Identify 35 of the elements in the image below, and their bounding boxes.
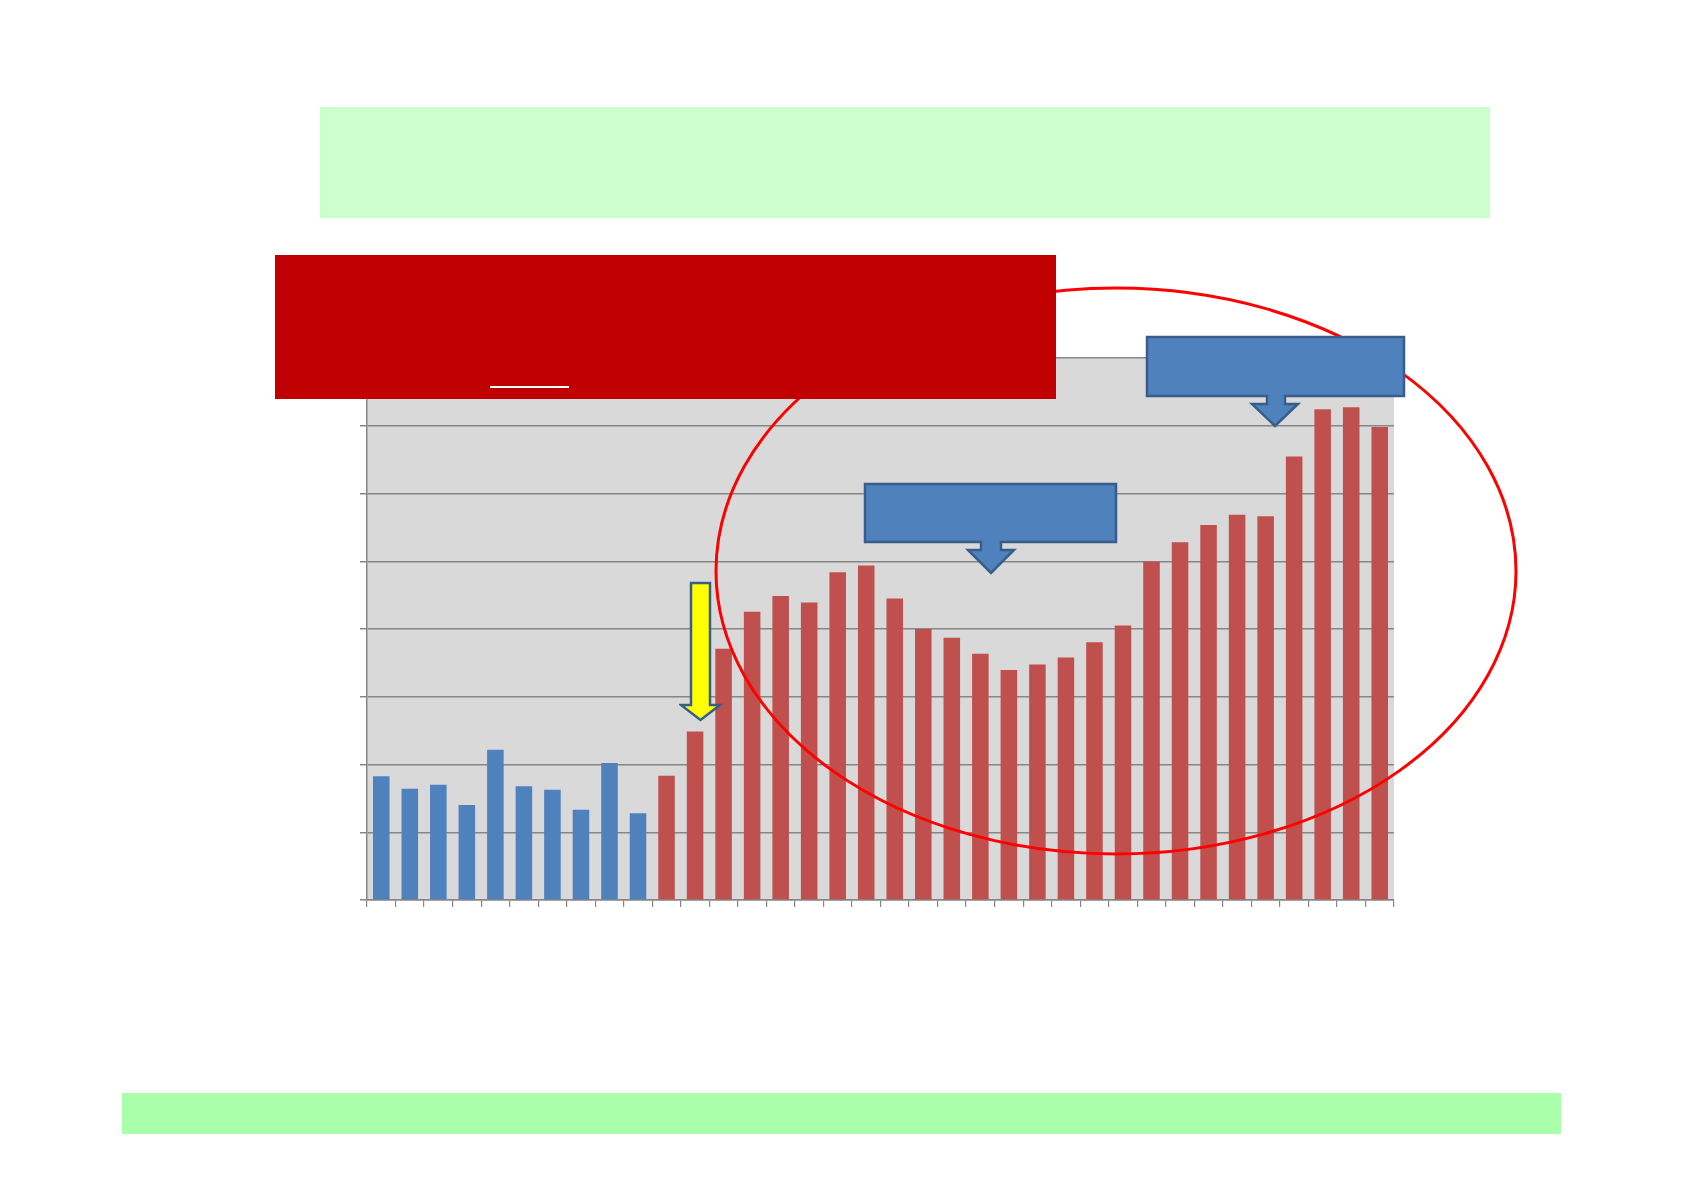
bar [515, 786, 533, 900]
bar [857, 565, 875, 900]
bar [800, 602, 818, 900]
bar [1057, 657, 1075, 900]
bar [1029, 664, 1046, 900]
bar [1200, 525, 1217, 900]
bar [1171, 542, 1189, 900]
bar [1257, 516, 1274, 900]
bar [1000, 669, 1018, 900]
bar [601, 763, 618, 900]
bar [1228, 514, 1246, 900]
bar [772, 595, 789, 900]
bar [886, 598, 904, 900]
bar [458, 804, 476, 900]
bar [1314, 409, 1331, 900]
bar [1342, 407, 1360, 900]
bar [943, 637, 961, 900]
bar [743, 611, 761, 900]
bar [372, 776, 390, 900]
bar [1086, 642, 1103, 900]
bar [658, 775, 675, 900]
bar [686, 731, 704, 900]
bar [430, 784, 447, 900]
bar [972, 653, 989, 900]
bar [544, 789, 561, 900]
bar [487, 749, 504, 900]
bar [829, 572, 846, 900]
bar [1114, 625, 1132, 900]
bar [1371, 426, 1389, 900]
bar [572, 809, 590, 900]
bar [629, 813, 647, 900]
bar [1143, 561, 1160, 900]
bar [401, 788, 419, 900]
bar [1285, 456, 1303, 900]
bar [915, 629, 932, 900]
